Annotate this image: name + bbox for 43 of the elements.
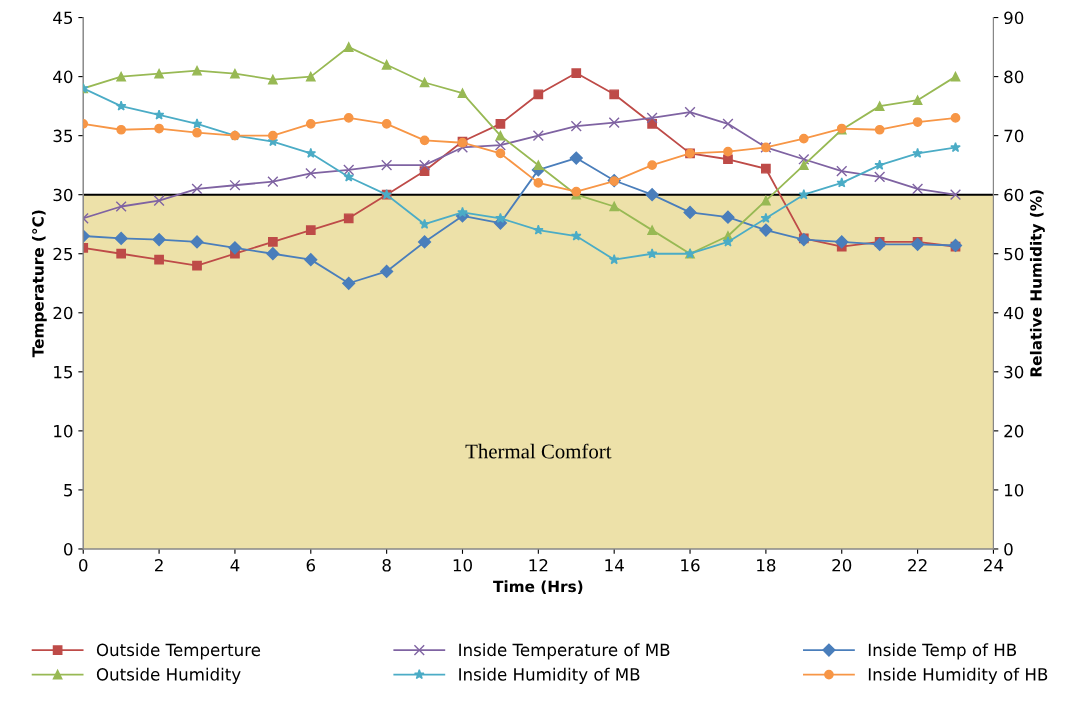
y-tick-label: 0	[64, 542, 73, 556]
y-tick-label: 35	[53, 129, 73, 143]
x-tick-label: 24	[984, 558, 1004, 572]
legend-label: Inside Humidity of HB	[868, 667, 1048, 684]
y2-tick-label: 10	[1004, 483, 1024, 497]
band-label: Thermal Comfort	[465, 443, 612, 459]
y2-tick-label: 20	[1004, 424, 1024, 438]
legend-label: Inside Humidity of MB	[459, 667, 640, 684]
x-tick-label: 22	[908, 558, 927, 572]
y2-tick-label: 40	[1003, 306, 1024, 320]
y-tick-label: 5	[64, 484, 73, 497]
y-tick-label: 25	[53, 247, 73, 261]
y2-tick-label: 70	[1004, 129, 1024, 143]
y2-tick-label: 0	[1004, 542, 1013, 556]
x-tick-label: 14	[605, 559, 624, 572]
y2-tick-label: 80	[1004, 70, 1024, 84]
x-tick-label: 0	[79, 558, 88, 572]
y-tick-label: 40	[53, 70, 73, 84]
y2-tick-label: 90	[1004, 11, 1024, 25]
y-tick-label: 10	[54, 424, 73, 438]
x-tick-label: 20	[832, 558, 852, 572]
y-tick-label: 20	[53, 306, 73, 320]
y-tick-label: 45	[53, 11, 73, 25]
y2-tick-label: 50	[1004, 247, 1024, 261]
y2-tick-label: 30	[1004, 365, 1024, 379]
legend-label: Outside Temperture	[96, 643, 261, 660]
y-tick-label: 30	[53, 188, 73, 202]
x-tick-label: 2	[155, 558, 163, 572]
x-tick-label: 16	[681, 558, 700, 572]
x-tick-label: 8	[382, 558, 391, 572]
y-tick-label: 15	[54, 366, 73, 379]
legend-label: Outside Humidity	[96, 667, 241, 684]
y-axis-title: Temperature (°C)	[31, 210, 47, 358]
y2-axis-title: Relative Humidity (%)	[1029, 190, 1045, 377]
x-tick-label: 10	[453, 558, 472, 572]
legend-label: Inside Temperature of MB	[459, 643, 670, 660]
x-tick-label: 4	[230, 559, 240, 572]
x-tick-label: 6	[306, 558, 316, 572]
x-tick-label: 18	[757, 558, 776, 572]
x-axis-title: Time (Hrs)	[493, 580, 583, 594]
legend-label: Inside Temp of HB	[868, 643, 1017, 660]
y2-tick-label: 60	[1004, 188, 1024, 202]
x-tick-label: 12	[529, 558, 548, 572]
